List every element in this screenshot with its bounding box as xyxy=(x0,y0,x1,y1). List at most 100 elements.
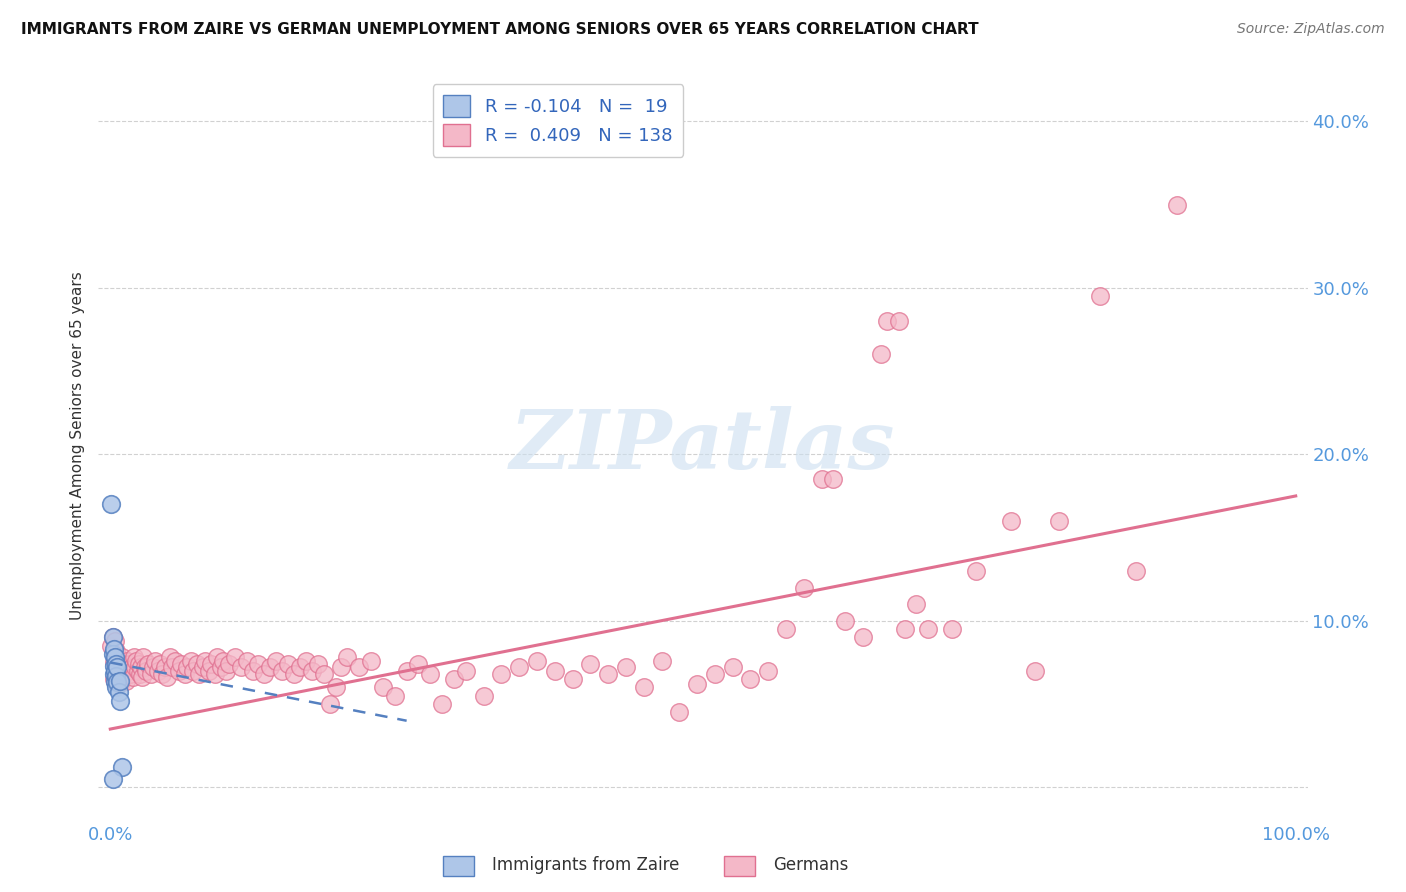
Point xyxy=(247,657,270,672)
Point xyxy=(121,670,143,684)
Point xyxy=(312,667,335,681)
Point xyxy=(852,631,875,645)
Point xyxy=(132,650,155,665)
Point xyxy=(301,664,323,678)
Point xyxy=(108,694,131,708)
Point xyxy=(740,672,762,686)
Point xyxy=(104,650,127,665)
Point xyxy=(1024,664,1046,678)
Point xyxy=(114,660,136,674)
Point xyxy=(295,654,318,668)
Point xyxy=(204,667,226,681)
Point xyxy=(756,664,779,678)
Point xyxy=(325,681,347,695)
Point xyxy=(111,760,134,774)
Point xyxy=(810,472,832,486)
Point xyxy=(103,658,125,673)
Point xyxy=(218,657,240,672)
Point xyxy=(153,660,176,674)
Point xyxy=(212,654,235,668)
Point xyxy=(101,647,124,661)
Point xyxy=(235,654,257,668)
Point xyxy=(869,347,891,361)
Point xyxy=(834,614,856,628)
Point xyxy=(194,654,217,668)
Point xyxy=(114,667,136,681)
Point xyxy=(108,669,131,683)
Point xyxy=(167,664,190,678)
Point xyxy=(156,670,179,684)
Point xyxy=(408,657,430,672)
Point xyxy=(100,639,122,653)
Point xyxy=(120,667,142,681)
Point xyxy=(110,675,132,690)
Point xyxy=(775,622,797,636)
Point xyxy=(174,667,197,681)
Point xyxy=(598,667,620,681)
Point xyxy=(128,657,150,672)
Point xyxy=(107,685,129,699)
Point xyxy=(105,660,128,674)
Point xyxy=(108,673,131,688)
Point xyxy=(544,664,567,678)
Point xyxy=(209,660,232,674)
Point xyxy=(242,664,264,678)
Point xyxy=(111,664,134,678)
Point xyxy=(111,650,134,665)
Point xyxy=(443,672,465,686)
Point xyxy=(105,644,128,658)
Point xyxy=(104,633,127,648)
Point xyxy=(371,681,394,695)
Point xyxy=(143,654,166,668)
Point xyxy=(703,667,725,681)
Text: IMMIGRANTS FROM ZAIRE VS GERMAN UNEMPLOYMENT AMONG SENIORS OVER 65 YEARS CORRELA: IMMIGRANTS FROM ZAIRE VS GERMAN UNEMPLOY… xyxy=(21,22,979,37)
Text: Germans: Germans xyxy=(773,856,849,874)
Point xyxy=(125,654,148,668)
Point xyxy=(103,642,125,657)
Point xyxy=(103,667,125,681)
Point xyxy=(105,667,128,681)
Point xyxy=(224,650,246,665)
Point xyxy=(917,622,939,636)
Point xyxy=(103,672,125,686)
Point xyxy=(105,657,128,672)
Point xyxy=(259,660,281,674)
Point xyxy=(307,657,329,672)
Point xyxy=(136,657,159,672)
Point xyxy=(117,664,139,678)
Point xyxy=(200,657,222,672)
Point xyxy=(112,657,135,672)
Point xyxy=(419,667,441,681)
Point xyxy=(561,672,583,686)
Point xyxy=(129,660,152,674)
Point xyxy=(336,650,359,665)
Point xyxy=(105,681,128,695)
Point xyxy=(159,650,181,665)
Point xyxy=(205,650,228,665)
Point xyxy=(122,650,145,665)
Point xyxy=(104,664,127,678)
Point xyxy=(686,677,709,691)
Point xyxy=(491,667,513,681)
Point xyxy=(721,660,744,674)
Point xyxy=(347,660,370,674)
Point xyxy=(668,706,690,720)
Point xyxy=(823,472,845,486)
Y-axis label: Unemployment Among Seniors over 65 years: Unemployment Among Seniors over 65 years xyxy=(69,272,84,620)
Point xyxy=(165,654,187,668)
Point xyxy=(360,654,382,668)
Point xyxy=(105,669,128,683)
Point xyxy=(526,654,548,668)
Point xyxy=(104,675,127,690)
Point xyxy=(229,660,252,674)
Point xyxy=(1166,197,1188,211)
Point xyxy=(283,667,305,681)
Point xyxy=(887,314,910,328)
Point xyxy=(941,622,963,636)
Point xyxy=(142,660,165,674)
Point xyxy=(105,654,128,668)
Point xyxy=(188,667,211,681)
Point xyxy=(131,670,153,684)
Point xyxy=(454,664,477,678)
Point xyxy=(330,660,353,674)
